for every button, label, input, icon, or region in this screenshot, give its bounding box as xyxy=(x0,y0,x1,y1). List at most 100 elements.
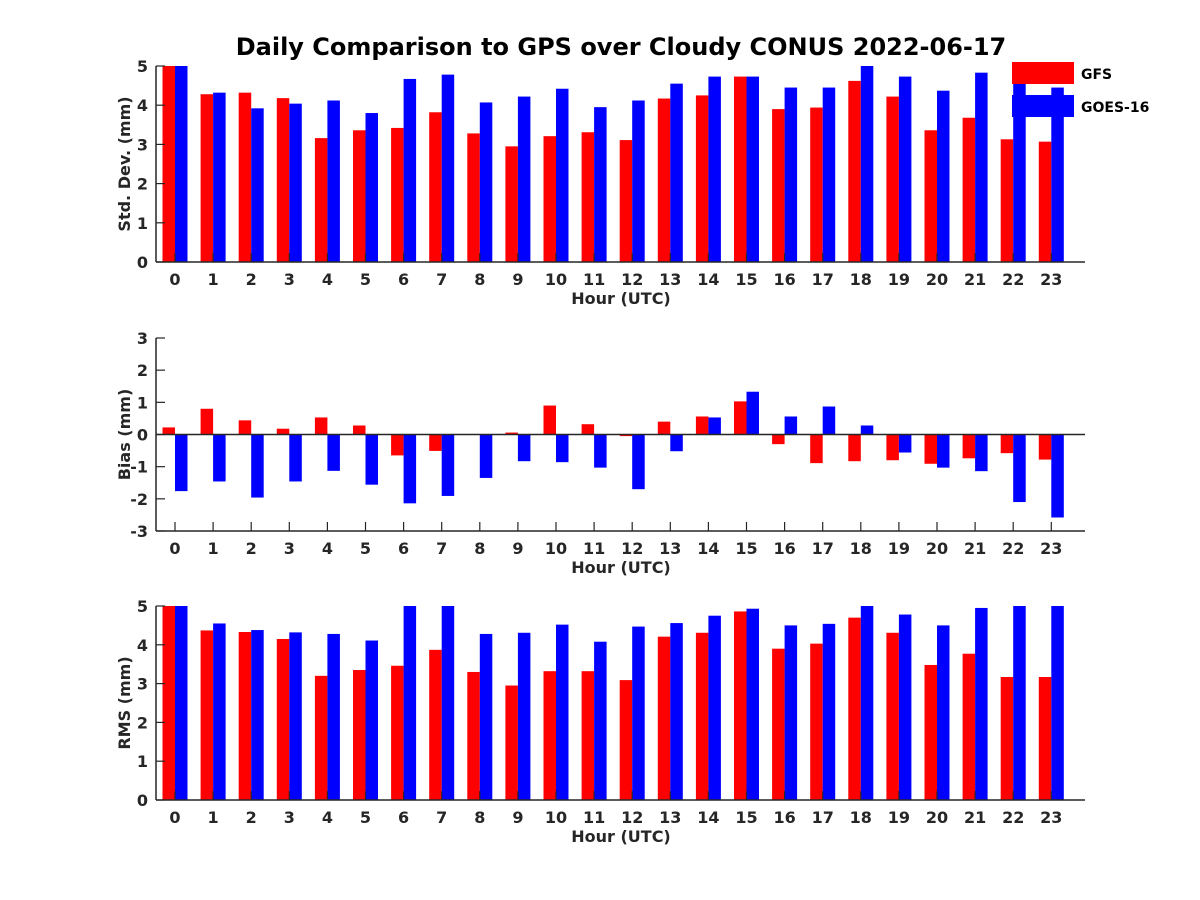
rms-bar-gfs-6 xyxy=(391,665,404,800)
rms-xtick-label: 19 xyxy=(888,808,910,827)
stddev-bar-gfs-4 xyxy=(314,138,328,262)
bias-xtick-label: 12 xyxy=(621,539,643,558)
bias-xtick-label: 3 xyxy=(284,539,295,558)
bias-bar-goes16-0 xyxy=(175,434,188,492)
rms-bar-gfs-16 xyxy=(772,648,785,800)
stddev-bar-gfs-23 xyxy=(1038,141,1052,262)
rms-ytick-label: 4 xyxy=(137,636,148,655)
rms-bar-goes16-11 xyxy=(594,641,607,800)
bias-bar-gfs-16 xyxy=(772,434,785,445)
stddev-xtick-label: 19 xyxy=(888,270,910,289)
rms-bar-gfs-0 xyxy=(162,606,175,800)
bias-bar-goes16-6 xyxy=(403,434,417,504)
bias-xtick-label: 11 xyxy=(583,539,605,558)
bias-bar-gfs-2 xyxy=(238,420,252,435)
stddev-bar-gfs-5 xyxy=(353,130,366,262)
stddev-bar-gfs-0 xyxy=(162,66,175,262)
bias-bar-gfs-19 xyxy=(886,434,899,461)
stddev-xtick-label: 7 xyxy=(436,270,447,289)
rms-bar-goes16-17 xyxy=(822,623,836,800)
bias-xtick-label: 20 xyxy=(926,539,948,558)
stddev-xtick-label: 12 xyxy=(621,270,643,289)
bias-xtick-label: 22 xyxy=(1002,539,1024,558)
rms-ytick-label: 3 xyxy=(137,675,148,694)
stddev-bar-goes16-13 xyxy=(670,83,683,262)
bias-bar-gfs-14 xyxy=(695,416,709,435)
stddev-xtick-label: 1 xyxy=(208,270,219,289)
bias-bar-goes16-2 xyxy=(251,434,264,498)
rms-xtick-label: 6 xyxy=(398,808,409,827)
rms-bar-goes16-1 xyxy=(213,623,226,800)
rms-bar-gfs-18 xyxy=(848,617,861,800)
bias-bar-gfs-4 xyxy=(314,417,328,435)
stddev-xtick-label: 21 xyxy=(964,270,986,289)
legend-label-gfs: GFS xyxy=(1081,67,1112,83)
bias-bar-gfs-7 xyxy=(429,434,442,451)
rms-bar-goes16-9 xyxy=(517,632,531,800)
rms-bar-gfs-11 xyxy=(581,671,595,800)
rms-bar-goes16-6 xyxy=(403,606,417,800)
stddev-bar-gfs-16 xyxy=(772,109,785,263)
bias-xtick-label: 0 xyxy=(169,539,180,558)
bias-xtick-label: 5 xyxy=(360,539,371,558)
stddev-bar-gfs-22 xyxy=(1000,139,1014,262)
stddev-y-axis-label: Std. Dev. (mm) xyxy=(115,96,134,231)
stddev-bar-goes16-10 xyxy=(556,88,569,263)
bias-ytick-label: -3 xyxy=(130,522,148,541)
rms-bar-goes16-15 xyxy=(746,608,759,800)
stddev-xtick-label: 4 xyxy=(322,270,333,289)
stddev-bar-goes16-5 xyxy=(365,113,378,262)
rms-xtick-label: 10 xyxy=(545,808,567,827)
bias-xtick-label: 6 xyxy=(398,539,409,558)
rms-xtick-label: 16 xyxy=(773,808,795,827)
stddev-xtick-label: 2 xyxy=(246,270,257,289)
rms-xtick-label: 9 xyxy=(512,808,523,827)
rms-xtick-label: 12 xyxy=(621,808,643,827)
rms-xtick-label: 11 xyxy=(583,808,605,827)
bias-bar-goes16-15 xyxy=(746,391,759,435)
rms-bar-goes16-14 xyxy=(708,615,721,800)
bias-bar-goes16-11 xyxy=(594,434,607,468)
rms-ytick-label: 1 xyxy=(137,752,148,771)
bias-xtick-label: 15 xyxy=(735,539,757,558)
rms-bar-gfs-2 xyxy=(238,631,252,800)
bias-bar-gfs-9 xyxy=(505,432,518,435)
bias-ytick-label: 0 xyxy=(137,426,148,445)
bias-xtick-label: 2 xyxy=(246,539,257,558)
bias-bar-gfs-10 xyxy=(543,405,556,435)
bias-bar-goes16-8 xyxy=(479,434,493,478)
rms-bar-gfs-17 xyxy=(810,643,823,800)
stddev-bar-gfs-13 xyxy=(657,98,671,262)
bias-xtick-label: 7 xyxy=(436,539,447,558)
stddev-bar-gfs-10 xyxy=(543,136,556,262)
stddev-xtick-label: 13 xyxy=(659,270,681,289)
rms-xtick-label: 17 xyxy=(812,808,834,827)
stddev-xtick-label: 5 xyxy=(360,270,371,289)
bias-bar-gfs-3 xyxy=(276,428,290,435)
stddev-xtick-label: 14 xyxy=(697,270,719,289)
stddev-xtick-label: 0 xyxy=(169,270,180,289)
bias-xtick-label: 14 xyxy=(697,539,719,558)
rms-xtick-label: 14 xyxy=(697,808,719,827)
bias-xtick-label: 18 xyxy=(850,539,872,558)
rms-bar-gfs-10 xyxy=(543,671,556,800)
stddev-xtick-label: 15 xyxy=(735,270,757,289)
rms-xtick-label: 5 xyxy=(360,808,371,827)
rms-y-axis-label: RMS (mm) xyxy=(115,656,134,749)
stddev-xtick-label: 6 xyxy=(398,270,409,289)
rms-bar-goes16-3 xyxy=(289,632,302,800)
stddev-xtick-label: 10 xyxy=(545,270,567,289)
rms-bar-goes16-18 xyxy=(860,606,874,800)
bias-bar-goes16-4 xyxy=(327,434,340,471)
bias-bar-goes16-19 xyxy=(898,434,912,453)
rms-xtick-label: 23 xyxy=(1040,808,1062,827)
rms-bar-gfs-7 xyxy=(429,649,442,800)
bias-bar-gfs-6 xyxy=(391,434,404,456)
stddev-bar-goes16-6 xyxy=(403,78,417,262)
bias-ytick-label: 3 xyxy=(137,329,148,348)
rms-bar-gfs-4 xyxy=(314,675,328,800)
bias-xtick-label: 17 xyxy=(812,539,834,558)
